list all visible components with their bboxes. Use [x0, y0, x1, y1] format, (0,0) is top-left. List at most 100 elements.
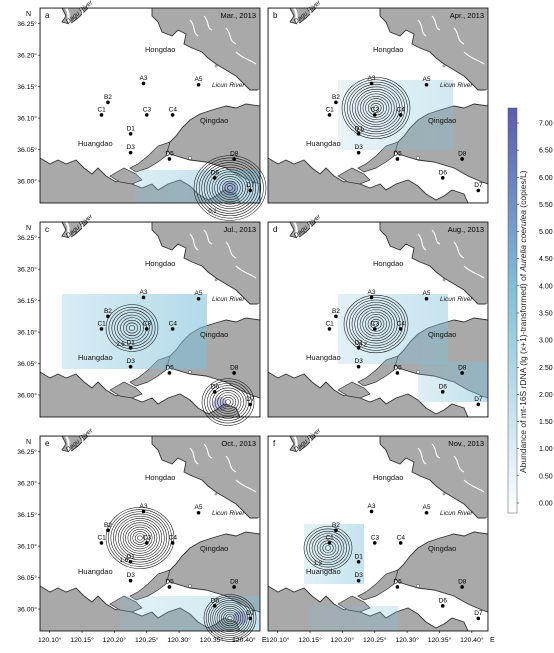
- station-label: D1: [127, 125, 136, 132]
- station-c4: [398, 327, 403, 331]
- contour-line: [110, 511, 170, 565]
- station-a3: [369, 295, 374, 300]
- station-d3: [128, 150, 133, 155]
- station-label: D5: [393, 364, 402, 371]
- panel-letter: d: [273, 225, 277, 234]
- contour-line: [357, 91, 395, 125]
- contour-line: [125, 322, 139, 334]
- contour-line: [354, 304, 398, 344]
- contour-line: [306, 528, 350, 568]
- station-d1: [356, 132, 361, 136]
- colorbar-tick-label: 2.50: [539, 365, 553, 372]
- contour-line: [120, 520, 160, 556]
- contour-line: [127, 526, 153, 550]
- contour-line: [314, 535, 342, 561]
- station-label: A5: [195, 76, 203, 83]
- contour-line: [209, 169, 251, 207]
- station-label: D8: [230, 364, 239, 371]
- contour-line: [360, 93, 392, 123]
- station-label: D8: [230, 578, 239, 585]
- station-label: B2: [332, 308, 340, 315]
- contour-line: [346, 297, 406, 351]
- lat-tick-label: 36.05°: [17, 360, 37, 368]
- contour-line: [365, 314, 387, 334]
- contour-set: [343, 294, 409, 354]
- station-c3: [144, 541, 149, 545]
- abundance-peak: [233, 611, 247, 625]
- station-c4: [170, 113, 175, 117]
- station-d5: [167, 371, 172, 375]
- colorbar-tick-label: 0.00: [539, 501, 553, 508]
- abundance-shading: [62, 294, 207, 369]
- licun-river-label: Licun River: [212, 296, 245, 303]
- station-label: A3: [368, 75, 376, 82]
- contour-line: [216, 176, 244, 200]
- station-label: D3: [355, 144, 364, 151]
- contour-line: [214, 173, 246, 203]
- licun-river-label: Licun River: [212, 510, 245, 517]
- panel-date: Mar., 2013: [221, 11, 256, 20]
- station-label: D8: [458, 364, 467, 371]
- station-label: D1: [355, 553, 364, 560]
- station-d8: [460, 585, 464, 589]
- station-d3: [356, 150, 361, 155]
- huangdao-label: Huangdao: [78, 139, 113, 148]
- station-d8: [460, 371, 464, 375]
- qingdao-label: Qingdao: [200, 330, 228, 339]
- contour-line: [227, 615, 233, 621]
- lat-tick-label: 36.00°: [17, 177, 37, 185]
- station-d8: [460, 157, 464, 161]
- station-label: D5: [165, 364, 174, 371]
- station-label: D6: [211, 169, 220, 176]
- station-d1: [356, 560, 361, 564]
- station-d5: [395, 371, 400, 375]
- station-d7: [476, 188, 481, 193]
- lat-tick-label: 36.10°: [17, 543, 37, 551]
- colorbar-tick-label: 0.50: [539, 473, 553, 480]
- station-label: C4: [169, 106, 178, 113]
- panel-frame: [39, 221, 261, 418]
- colorbar-tick-label: 1.50: [539, 419, 553, 426]
- licun-river-label: Licun River: [440, 82, 473, 89]
- station-label: C1: [97, 106, 106, 113]
- station-label: A5: [195, 504, 203, 511]
- contour-set: [203, 594, 257, 642]
- station-label: C4: [169, 320, 178, 327]
- lon-tick-label: 120.30°: [395, 636, 419, 644]
- lat-letter: N: [26, 439, 31, 446]
- station-label: D7: [474, 610, 483, 617]
- colorbar: [507, 107, 518, 514]
- contour-set: [105, 304, 159, 352]
- station-label: D5: [165, 150, 174, 157]
- abundance-shading: [338, 294, 448, 364]
- station-label: D3: [127, 144, 136, 151]
- station-d7: [476, 402, 481, 407]
- station-c1: [327, 327, 332, 331]
- station-label: D5: [393, 578, 402, 585]
- station-d6: [212, 176, 217, 180]
- station-a3: [369, 509, 374, 514]
- station-label: C3: [371, 534, 380, 541]
- station-d6: [440, 390, 445, 394]
- qingdao-label: Qingdao: [428, 544, 456, 553]
- qingdao-label: Qingdao: [200, 544, 228, 553]
- contour-line: [212, 387, 244, 417]
- station-label: A3: [140, 503, 148, 510]
- panel-date: Oct., 2013: [221, 439, 256, 448]
- station-label: D6: [211, 597, 220, 604]
- hongdao-label: Hongdao: [145, 45, 175, 54]
- station-label: D6: [439, 597, 448, 604]
- contour-line: [341, 77, 411, 139]
- station-c1: [327, 541, 332, 545]
- lon-tick-label: 120.35°: [428, 636, 452, 644]
- lon-letter: E: [490, 637, 495, 644]
- colorbar-tick-label: 7.00: [539, 121, 553, 128]
- lat-tick-label: 36.20°: [17, 480, 37, 488]
- contour-line: [351, 302, 401, 346]
- contour-line: [198, 159, 262, 217]
- contour-line: [204, 380, 252, 424]
